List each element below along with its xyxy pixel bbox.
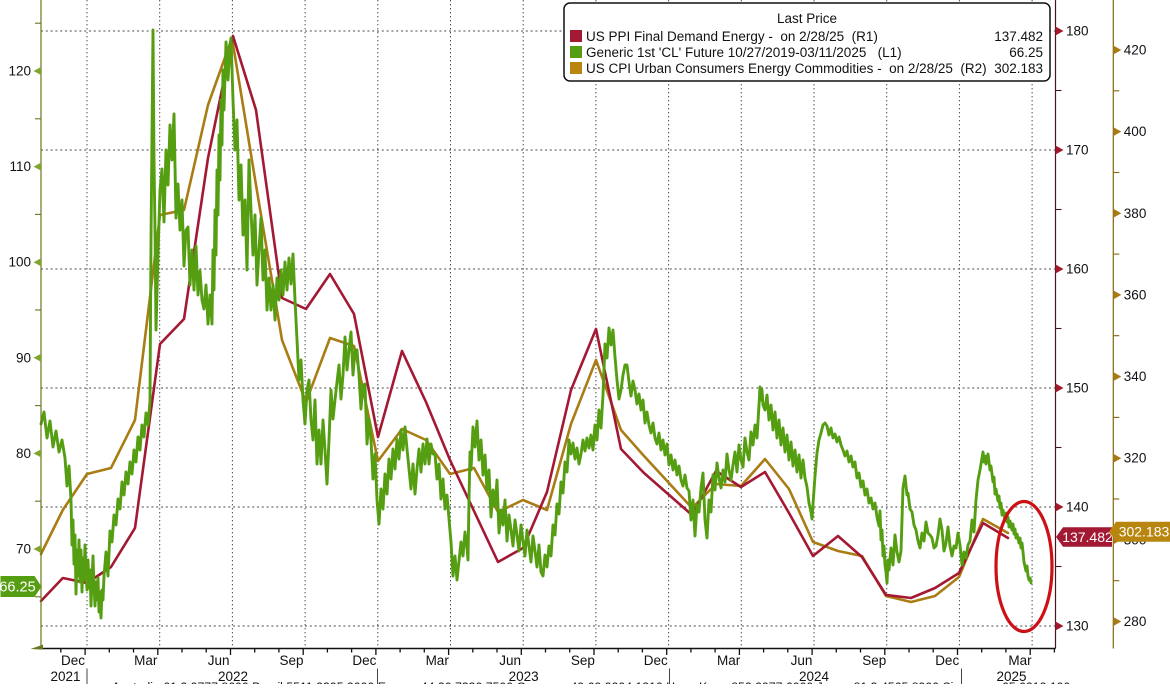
svg-text:Mar: Mar — [1008, 653, 1032, 668]
svg-text:Sep: Sep — [571, 653, 595, 668]
svg-text:320: 320 — [1124, 451, 1147, 466]
svg-text:2023: 2023 — [509, 669, 539, 684]
svg-text:2022: 2022 — [218, 669, 248, 684]
svg-text:Australia 61 2 9777 8600 Brazi: Australia 61 2 9777 8600 Brazil 5511 239… — [112, 680, 1071, 684]
svg-text:137.482: 137.482 — [994, 29, 1043, 44]
svg-text:Jun: Jun — [791, 653, 813, 668]
svg-text:360: 360 — [1124, 287, 1147, 302]
svg-text:90: 90 — [16, 350, 31, 365]
svg-text:66.25: 66.25 — [0, 579, 36, 595]
svg-text:380: 380 — [1124, 206, 1147, 221]
svg-text:400: 400 — [1124, 124, 1147, 139]
svg-text:137.482: 137.482 — [1062, 529, 1113, 545]
svg-text:Last Price: Last Price — [777, 11, 837, 26]
svg-text:420: 420 — [1124, 43, 1147, 58]
svg-text:Dec: Dec — [644, 653, 668, 668]
svg-text:160: 160 — [1066, 262, 1089, 277]
svg-text:Jun: Jun — [208, 653, 230, 668]
svg-text:Dec: Dec — [352, 653, 376, 668]
svg-text:170: 170 — [1066, 143, 1089, 158]
svg-text:280: 280 — [1124, 614, 1147, 629]
svg-text:Mar: Mar — [134, 653, 158, 668]
svg-text:140: 140 — [1066, 500, 1089, 515]
svg-text:2021: 2021 — [50, 669, 80, 684]
svg-text:150: 150 — [1066, 381, 1089, 396]
svg-text:2024: 2024 — [799, 669, 830, 684]
svg-text:120: 120 — [8, 64, 31, 79]
svg-text:Sep: Sep — [279, 653, 303, 668]
svg-text:180: 180 — [1066, 24, 1089, 39]
svg-text:80: 80 — [16, 446, 31, 461]
svg-text:70: 70 — [16, 542, 31, 557]
svg-text:Dec: Dec — [61, 653, 85, 668]
svg-text:Dec: Dec — [935, 653, 959, 668]
svg-text:110: 110 — [9, 159, 31, 174]
svg-text:US CPI Urban Consumers Energy: US CPI Urban Consumers Energy Commoditie… — [586, 61, 987, 76]
svg-text:100: 100 — [8, 255, 31, 270]
svg-text:340: 340 — [1124, 369, 1147, 384]
svg-text:Jun: Jun — [499, 653, 521, 668]
svg-text:302.183: 302.183 — [1119, 524, 1170, 540]
svg-text:2025: 2025 — [996, 669, 1026, 684]
svg-text:302.183: 302.183 — [994, 61, 1043, 76]
svg-text:130: 130 — [1066, 619, 1089, 634]
svg-text:Mar: Mar — [717, 653, 741, 668]
svg-text:Sep: Sep — [862, 653, 886, 668]
svg-text:Mar: Mar — [426, 653, 450, 668]
svg-text:US PPI Final Demand Energy -: US PPI Final Demand Energy - on 2/28/25 … — [586, 29, 878, 44]
svg-text:Generic 1st 'CL' Future 10/27/: Generic 1st 'CL' Future 10/27/2019-03/11… — [586, 45, 902, 60]
svg-text:66.25: 66.25 — [1009, 45, 1043, 60]
